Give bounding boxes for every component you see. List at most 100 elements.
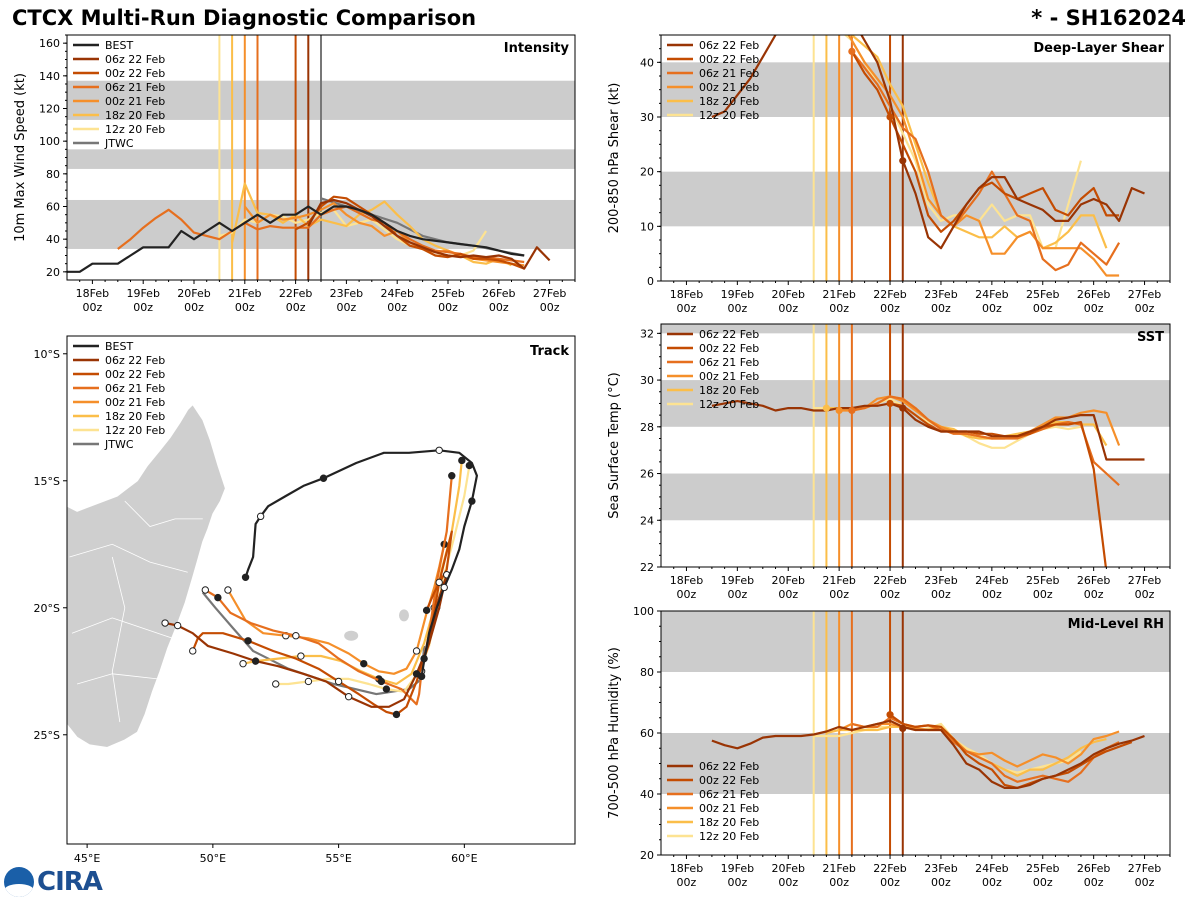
sst-series-line	[889, 402, 1107, 567]
shear-xtick-label: 26Feb	[1077, 288, 1110, 301]
intensity-xtick-label: 25Feb	[431, 287, 464, 300]
sst-xtick-label: 23Feb	[924, 574, 957, 587]
sst-legend-label: 00z 21 Feb	[699, 370, 759, 383]
sst-shaded-band	[661, 324, 1170, 334]
shear-xtick-label: 24Feb	[975, 288, 1008, 301]
rh-ytick-label: 100	[633, 605, 654, 618]
sst-data-marker	[822, 404, 831, 412]
shear-xtick-label: 00z	[727, 302, 747, 315]
cira-logo: CIRA	[4, 866, 103, 898]
track-legend-label: 06z 22 Feb	[105, 354, 165, 367]
track-legend-label: 06z 21 Feb	[105, 382, 165, 395]
shear-xtick-label: 21Feb	[822, 288, 855, 301]
track-legend-label: 18z 20 Feb	[105, 410, 165, 423]
intensity-legend-label: 12z 20 Feb	[105, 123, 165, 136]
track-legend-label: 00z 21 Feb	[105, 396, 165, 409]
rh-xtick-label: 25Feb	[1026, 862, 1059, 875]
intensity-legend-label: 00z 22 Feb	[105, 67, 165, 80]
intensity-ytick-label: 60	[46, 201, 60, 214]
intensity-series-line	[307, 198, 551, 270]
sst-xtick-label: 00z	[829, 588, 849, 601]
rh-shaded-band	[661, 611, 1170, 672]
track-panel: 10°S 15°S 20°S 25°S 45°E 50°E 55°E 60°E Track BES…	[34, 335, 576, 865]
mauritius-island	[398, 609, 409, 622]
intensity-legend-label: 00z 21 Feb	[105, 95, 165, 108]
intensity-xtick-label: 00z	[133, 301, 153, 314]
sst-xtick-label: 25Feb	[1026, 574, 1059, 587]
track-ytick-label: 20°S	[34, 602, 60, 615]
sst-data-marker	[835, 406, 843, 415]
intensity-xtick-label: 00z	[489, 301, 509, 314]
track-panel-title: Track	[530, 344, 569, 359]
intensity-xtick-label: 00z	[387, 301, 407, 314]
track-position-marker	[251, 657, 260, 665]
track-position-marker	[297, 652, 305, 660]
rh-legend-label: 06z 21 Feb	[699, 788, 759, 801]
track-position-marker	[435, 446, 443, 454]
sst-ytick-label: 28	[640, 421, 654, 434]
sst-xtick-label: 20Feb	[772, 574, 805, 587]
intensity-ylabel: 10m Max Wind Speed (kt)	[13, 73, 28, 242]
shear-ytick-label: 40	[640, 56, 654, 69]
track-position-marker	[189, 647, 197, 655]
sst-xtick-label: 22Feb	[873, 574, 906, 587]
rh-xtick-label: 23Feb	[924, 862, 957, 875]
rh-xtick-label: 20Feb	[772, 862, 805, 875]
sst-xtick-label: 00z	[982, 588, 1002, 601]
track-position-marker	[272, 680, 280, 688]
track-position-marker	[458, 456, 466, 465]
sst-legend-label: 06z 22 Feb	[699, 328, 759, 341]
province-border	[71, 617, 173, 639]
figure-title: CTCX Multi-Run Diagnostic Comparison	[12, 6, 477, 30]
rh-xtick-label: 24Feb	[975, 862, 1008, 875]
track-position-marker	[161, 619, 169, 627]
intensity-legend-label: 06z 22 Feb	[105, 53, 165, 66]
rh-legend-label: 18z 20 Feb	[699, 816, 759, 829]
track-xtick-label: 60°E	[451, 852, 477, 865]
track-legend-label: 12z 20 Feb	[105, 424, 165, 437]
shear-panel: 01020304018Feb00z19Feb00z20Feb00z21Feb00…	[607, 34, 1171, 315]
intensity-legend-label: 06z 21 Feb	[105, 81, 165, 94]
shear-series-line	[711, 35, 1145, 250]
shear-xtick-label: 00z	[1084, 302, 1104, 315]
track-position-marker	[448, 472, 456, 480]
sst-xtick-label: 26Feb	[1077, 574, 1110, 587]
rh-ytick-label: 20	[640, 849, 654, 862]
rh-series-line	[838, 722, 1120, 768]
track-line	[242, 460, 463, 686]
track-position-marker	[173, 621, 182, 630]
track-position-marker	[304, 677, 313, 686]
track-position-marker	[239, 659, 247, 668]
intensity-xtick-label: 19Feb	[126, 287, 159, 300]
track-position-marker	[256, 512, 265, 521]
rh-legend-label: 06z 22 Feb	[699, 760, 759, 773]
sst-xtick-label: 19Feb	[721, 574, 754, 587]
track-ytick-label: 10°S	[34, 348, 60, 361]
storm-id: * - SH162024	[1031, 6, 1186, 30]
rh-ylabel: 700-500 hPa Humidity (%)	[607, 647, 622, 819]
shear-ytick-label: 10	[640, 220, 654, 233]
intensity-ytick-label: 120	[39, 103, 60, 116]
shear-xtick-label: 20Feb	[772, 288, 805, 301]
shear-legend-label: 00z 21 Feb	[699, 81, 759, 94]
rh-series-line	[889, 713, 1133, 790]
track-line	[244, 449, 478, 677]
track-position-marker	[214, 593, 222, 602]
intensity-ytick-label: 40	[46, 233, 60, 246]
sst-ytick-label: 22	[640, 561, 654, 574]
rh-data-marker	[886, 711, 894, 719]
rh-xtick-label: 00z	[982, 876, 1002, 889]
intensity-xtick-label: 00z	[235, 301, 255, 314]
intensity-xtick-label: 00z	[286, 301, 306, 314]
sst-xtick-label: 27Feb	[1128, 574, 1161, 587]
shear-shaded-band	[661, 171, 1170, 227]
shear-xtick-label: 00z	[829, 302, 849, 315]
intensity-xtick-label: 20Feb	[177, 287, 210, 300]
rh-legend-label: 00z 21 Feb	[699, 802, 759, 815]
rh-xtick-label: 00z	[880, 876, 900, 889]
intensity-legend-label: BEST	[105, 39, 133, 52]
rh-xtick-label: 18Feb	[670, 862, 703, 875]
track-line	[204, 475, 453, 706]
rh-xtick-label: 00z	[829, 876, 849, 889]
